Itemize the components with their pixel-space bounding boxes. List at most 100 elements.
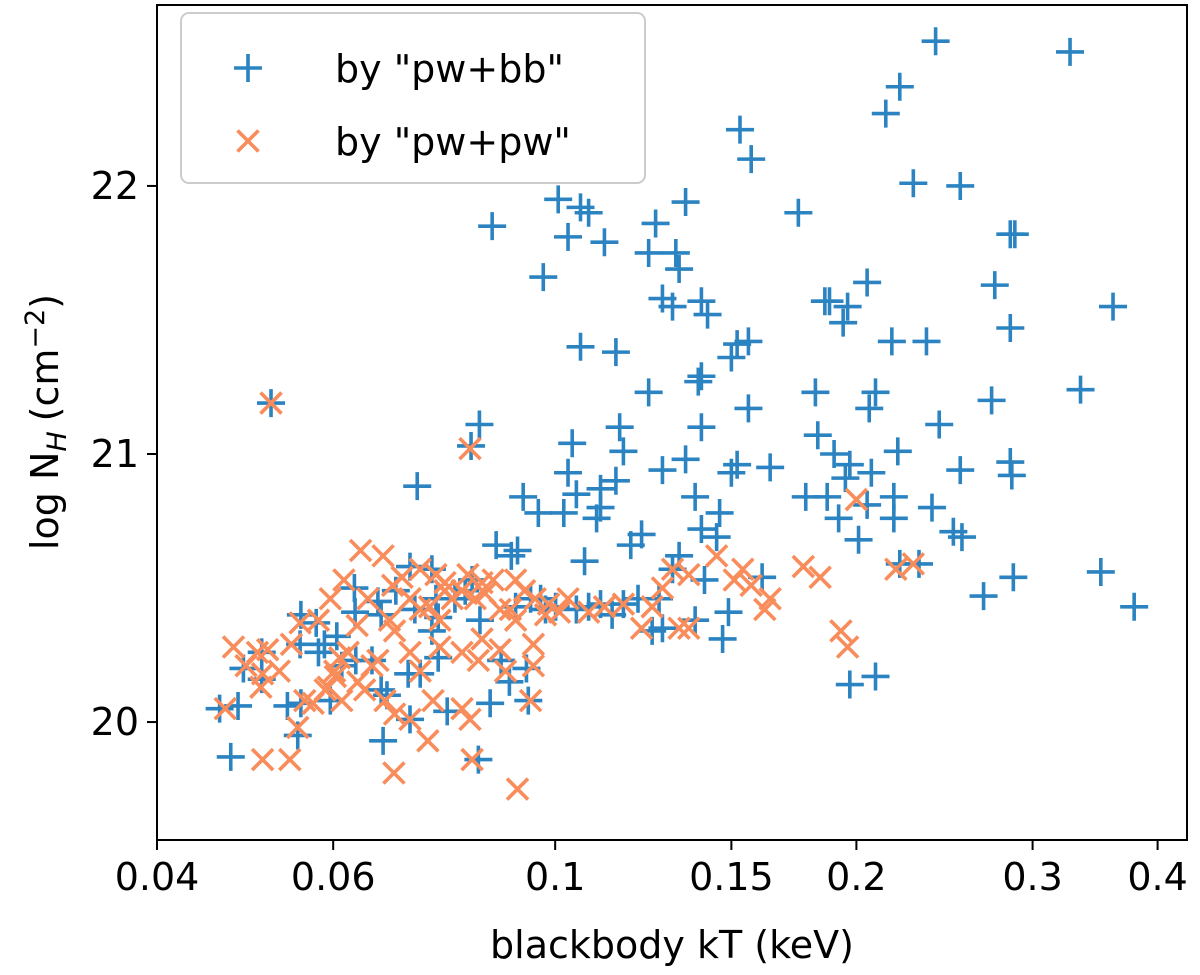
- data-point: [503, 536, 532, 565]
- data-point: [667, 616, 691, 641]
- legend-marker-icon: [234, 54, 262, 82]
- data-point: [367, 600, 396, 629]
- data-point: [1000, 220, 1029, 249]
- x-tick-label: 0.04: [115, 855, 200, 899]
- y-label-unit: (cm: [23, 349, 67, 422]
- data-point: [634, 238, 663, 267]
- data-point: [450, 640, 474, 665]
- data-point: [562, 480, 591, 509]
- x-tick-label: 0.3: [1002, 855, 1062, 899]
- data-point: [521, 632, 546, 657]
- data-point: [566, 332, 595, 361]
- data-point: [687, 515, 716, 544]
- data-point: [925, 410, 954, 439]
- data-point: [400, 595, 429, 624]
- data-point: [705, 498, 734, 527]
- legend-marker-plus: [234, 54, 262, 82]
- data-point: [259, 391, 283, 415]
- data-point: [556, 586, 580, 611]
- data-point: [463, 586, 488, 611]
- data-point: [969, 582, 998, 611]
- data-point: [408, 659, 432, 683]
- data-point: [318, 586, 343, 611]
- data-point: [570, 547, 599, 576]
- data-point: [377, 608, 402, 632]
- legend-label-pw-pw: by "pw+pw": [335, 120, 571, 164]
- data-point: [671, 445, 700, 474]
- data-point: [285, 715, 310, 740]
- data-point: [1066, 375, 1095, 404]
- data-point: [416, 729, 440, 753]
- data-point: [702, 523, 731, 552]
- data-point: [398, 640, 422, 665]
- data-point: [901, 552, 926, 576]
- data-point: [524, 498, 553, 527]
- data-point: [611, 592, 636, 616]
- data-point: [693, 300, 722, 329]
- data-point: [605, 413, 634, 442]
- x-tick-label: 0.15: [689, 855, 774, 899]
- data-point: [533, 603, 558, 627]
- x-tick-label: 0.1: [525, 855, 585, 899]
- data-point: [470, 627, 494, 651]
- data-point: [249, 675, 273, 699]
- data-point: [946, 456, 975, 485]
- data-point: [273, 691, 302, 720]
- data-point: [824, 504, 853, 533]
- data-point: [544, 185, 573, 214]
- legend: by "pw+bb" by "pw+pw": [180, 12, 646, 184]
- data-point: [609, 437, 638, 466]
- data-point: [753, 597, 777, 622]
- data-point: [458, 707, 482, 732]
- data-point: [465, 410, 494, 439]
- data-point: [813, 482, 842, 511]
- data-point: [884, 557, 908, 582]
- data-point: [213, 696, 237, 721]
- data-point: [861, 378, 890, 407]
- data-point: [601, 338, 630, 367]
- data-point: [292, 688, 317, 713]
- data-point: [1099, 292, 1128, 321]
- data-point: [648, 614, 677, 643]
- data-point: [547, 600, 572, 624]
- x-tick-label: 0.2: [826, 855, 886, 899]
- data-point: [829, 308, 858, 337]
- data-point: [518, 688, 543, 713]
- y-label-main: log N: [23, 452, 67, 550]
- data-point: [482, 531, 511, 560]
- y-label-subscript: H: [42, 431, 73, 451]
- data-point: [478, 212, 507, 241]
- data-point: [279, 632, 304, 657]
- data-point: [844, 487, 869, 512]
- data-point: [466, 648, 491, 673]
- data-point: [855, 394, 884, 423]
- y-label-exponent: −2: [20, 309, 51, 349]
- data-point: [348, 538, 373, 563]
- data-point: [634, 378, 663, 407]
- data-point: [450, 696, 474, 721]
- data-point: [1056, 37, 1085, 66]
- data-point: [658, 292, 687, 321]
- data-point: [844, 525, 873, 554]
- data-point: [650, 576, 675, 600]
- data-point: [1086, 557, 1115, 586]
- data-point: [885, 72, 914, 101]
- data-point: [408, 557, 432, 582]
- plot-marks: [205, 27, 1149, 801]
- x-tick-label: 0.06: [291, 855, 376, 899]
- data-point: [503, 568, 528, 592]
- plot-frame: [156, 4, 1188, 841]
- data-point: [465, 606, 494, 635]
- data-point: [627, 520, 656, 549]
- legend-marker-icon: [236, 129, 260, 153]
- data-point: [322, 659, 347, 683]
- data-point: [665, 255, 694, 284]
- data-point: [316, 675, 340, 699]
- data-point: [549, 498, 578, 527]
- x-tick-label: 0.4: [1127, 855, 1187, 899]
- data-point: [592, 595, 617, 619]
- data-point: [661, 238, 690, 267]
- data-point: [371, 544, 395, 568]
- data-point: [288, 611, 312, 635]
